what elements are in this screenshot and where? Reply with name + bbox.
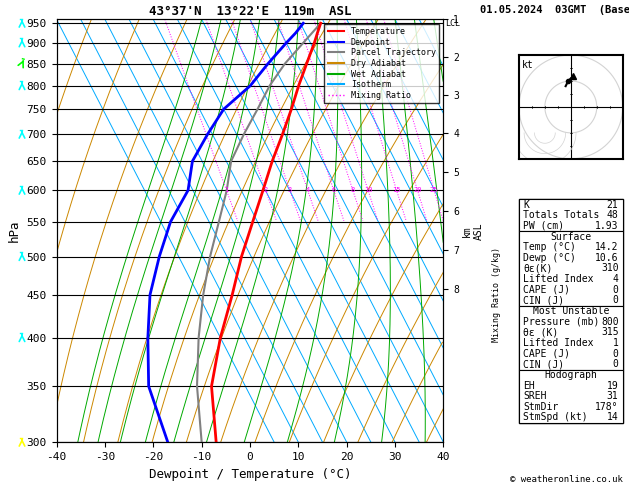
Text: 8: 8 xyxy=(351,187,355,193)
Text: 178°: 178° xyxy=(595,402,618,412)
Text: SREH: SREH xyxy=(523,391,547,401)
Title: 43°37'N  13°22'E  119m  ASL: 43°37'N 13°22'E 119m ASL xyxy=(149,5,351,18)
Bar xyxy=(519,369,623,423)
Text: 14.2: 14.2 xyxy=(595,242,618,252)
Text: 0: 0 xyxy=(613,285,618,295)
Text: 800: 800 xyxy=(601,317,618,327)
Text: Surface: Surface xyxy=(550,231,591,242)
Text: CIN (J): CIN (J) xyxy=(523,295,564,305)
Bar xyxy=(519,199,623,231)
Text: EH: EH xyxy=(523,381,535,391)
Text: 10: 10 xyxy=(364,187,372,193)
Text: 14: 14 xyxy=(607,413,618,422)
Legend: Temperature, Dewpoint, Parcel Trajectory, Dry Adiabat, Wet Adiabat, Isotherm, Mi: Temperature, Dewpoint, Parcel Trajectory… xyxy=(325,24,439,103)
Text: K: K xyxy=(523,200,529,209)
Text: Pressure (mb): Pressure (mb) xyxy=(523,317,599,327)
Text: 0: 0 xyxy=(613,359,618,369)
Text: θε (K): θε (K) xyxy=(523,328,559,337)
Text: LCL: LCL xyxy=(445,19,460,28)
Text: Totals Totals: Totals Totals xyxy=(523,210,599,220)
Text: Hodograph: Hodograph xyxy=(544,370,598,380)
Text: Most Unstable: Most Unstable xyxy=(533,306,609,316)
Text: 0: 0 xyxy=(613,295,618,305)
Text: 25: 25 xyxy=(430,187,438,193)
Text: 6: 6 xyxy=(331,187,336,193)
Text: CAPE (J): CAPE (J) xyxy=(523,348,570,359)
Y-axis label: km
ASL: km ASL xyxy=(462,222,484,240)
Text: 2: 2 xyxy=(264,187,268,193)
Text: 1: 1 xyxy=(225,187,228,193)
Text: 310: 310 xyxy=(601,263,618,274)
Text: 21: 21 xyxy=(607,200,618,209)
Text: 4: 4 xyxy=(613,274,618,284)
Text: 01.05.2024  03GMT  (Base: 06): 01.05.2024 03GMT (Base: 06) xyxy=(480,4,629,15)
Text: © weatheronline.co.uk: © weatheronline.co.uk xyxy=(510,474,623,484)
Y-axis label: hPa: hPa xyxy=(8,220,21,242)
Text: 315: 315 xyxy=(601,328,618,337)
Text: 15: 15 xyxy=(392,187,401,193)
Text: 1.93: 1.93 xyxy=(595,221,618,231)
Text: Mixing Ratio (g/kg): Mixing Ratio (g/kg) xyxy=(493,247,501,342)
Text: 0: 0 xyxy=(613,348,618,359)
Text: Dewp (°C): Dewp (°C) xyxy=(523,253,576,263)
Bar xyxy=(519,306,623,369)
Text: kt: kt xyxy=(521,60,533,70)
Text: θε(K): θε(K) xyxy=(523,263,552,274)
Text: 3: 3 xyxy=(287,187,292,193)
Text: Lifted Index: Lifted Index xyxy=(523,274,594,284)
Bar xyxy=(519,231,623,306)
Text: Lifted Index: Lifted Index xyxy=(523,338,594,348)
Text: StmDir: StmDir xyxy=(523,402,559,412)
Text: 4: 4 xyxy=(306,187,310,193)
Text: 31: 31 xyxy=(607,391,618,401)
Text: 1: 1 xyxy=(613,338,618,348)
Text: StmSpd (kt): StmSpd (kt) xyxy=(523,413,587,422)
Text: 10.6: 10.6 xyxy=(595,253,618,263)
X-axis label: Dewpoint / Temperature (°C): Dewpoint / Temperature (°C) xyxy=(149,468,351,481)
Text: CAPE (J): CAPE (J) xyxy=(523,285,570,295)
Text: Temp (°C): Temp (°C) xyxy=(523,242,576,252)
Text: 19: 19 xyxy=(607,381,618,391)
Text: PW (cm): PW (cm) xyxy=(523,221,564,231)
Text: CIN (J): CIN (J) xyxy=(523,359,564,369)
Text: 20: 20 xyxy=(413,187,421,193)
Text: 48: 48 xyxy=(607,210,618,220)
